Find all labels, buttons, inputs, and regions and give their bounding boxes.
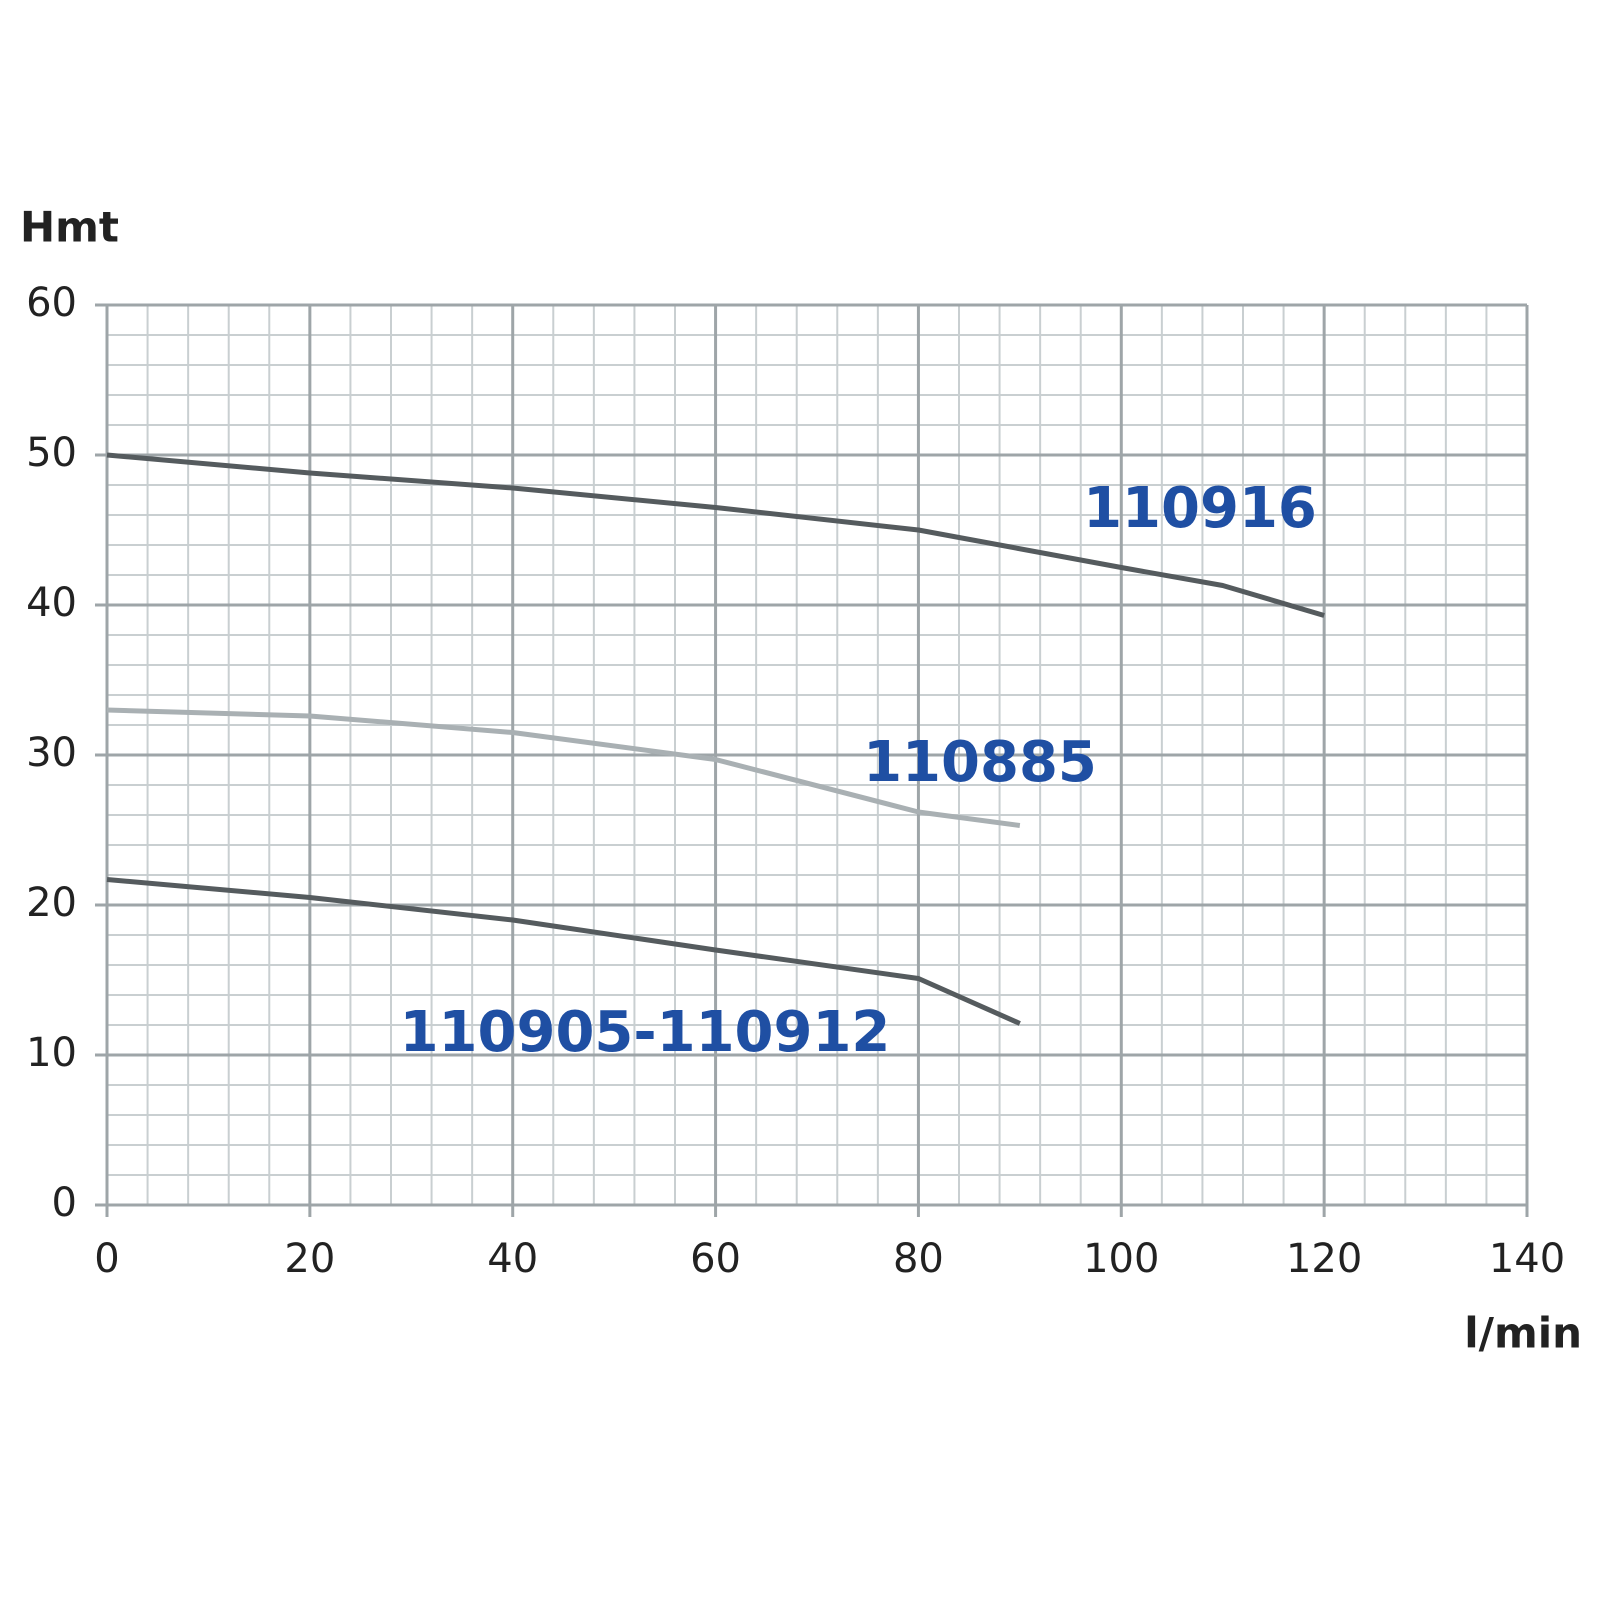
- y-tick-label: 0: [52, 1180, 77, 1226]
- x-tick-label: 40: [487, 1236, 538, 1282]
- y-axis-title: Hmt: [20, 203, 119, 252]
- series-label: 110885: [863, 730, 1097, 795]
- x-tick-label: 140: [1489, 1236, 1565, 1282]
- y-tick-label: 30: [26, 730, 77, 776]
- x-tick-label: 0: [94, 1236, 119, 1282]
- series-line: [106, 707, 1021, 828]
- y-tick-label: 60: [26, 280, 77, 326]
- series-line: [106, 877, 1021, 1026]
- x-tick-label: 80: [893, 1236, 944, 1282]
- y-tick-label: 10: [26, 1030, 77, 1076]
- y-tick-label: 20: [26, 880, 77, 926]
- series-label: 110916: [1083, 476, 1317, 541]
- x-tick-label: 120: [1286, 1236, 1362, 1282]
- x-axis-title: l/min: [1464, 1309, 1582, 1358]
- y-tick-label: 40: [26, 580, 77, 626]
- x-tick-label: 100: [1083, 1236, 1159, 1282]
- x-tick-label: 60: [690, 1236, 741, 1282]
- series-line: [106, 452, 1325, 618]
- y-tick-label: 50: [26, 430, 77, 476]
- x-tick-label: 20: [284, 1236, 335, 1282]
- series-label: 110905-110912: [400, 1000, 891, 1065]
